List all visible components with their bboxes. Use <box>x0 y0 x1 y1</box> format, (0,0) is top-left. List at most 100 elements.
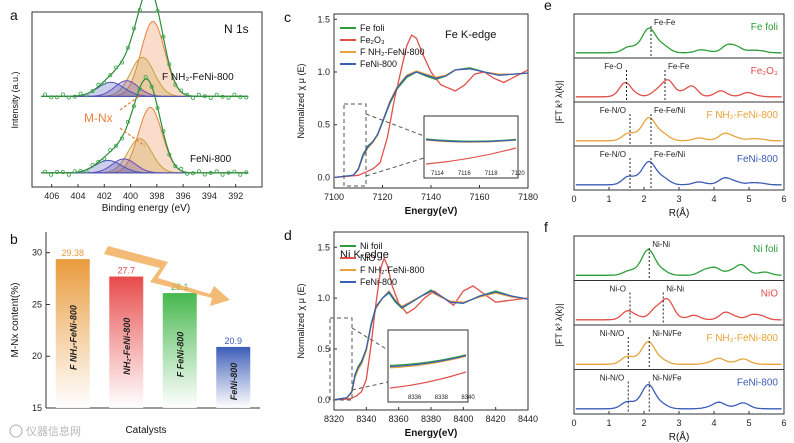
x-tick-label: 5 <box>746 194 751 204</box>
peak-annotation: Fe-Fe <box>668 62 690 71</box>
panel-b-mnx-bar-chart: b 15 20 25 30 M-Nx content(%) Catalysts 29.38 F … <box>10 231 260 436</box>
data-point <box>66 95 71 100</box>
data-point <box>43 169 48 174</box>
subplot-frame <box>573 13 785 59</box>
data-point <box>143 75 148 80</box>
spectrum-label: FeNi-800 <box>190 154 232 165</box>
y-tick-label: 20 <box>32 351 42 361</box>
peak-annotation: Ni-N/O <box>600 329 624 338</box>
bar-category-label: F NH₂-FeNi-800 <box>69 305 79 370</box>
panel-e-fe-ft-exafs: e R(Å) |FT k³ λ(k)| 0 1 2 3 4 5 6 Fe foli Fe-Fe Fe₂O… <box>544 0 787 219</box>
subplot-frame <box>573 145 785 191</box>
x-tick-label: 406 <box>44 191 59 201</box>
series-line <box>333 256 529 401</box>
ft-series-line <box>575 297 782 321</box>
data-point <box>49 172 54 177</box>
data-point <box>238 172 243 177</box>
peak-annotation: Fe-N/O <box>600 106 626 115</box>
bar <box>109 276 144 408</box>
legend-label: NiO <box>360 253 376 263</box>
x-tick-label: 392 <box>228 191 243 201</box>
legend-label: FeNi-800 <box>360 59 397 69</box>
data-point <box>114 143 119 148</box>
y-tick-label: 0.5 <box>317 344 330 354</box>
x-axis-label: R(Å) <box>669 430 690 443</box>
peak-annotation: Fe-N/O <box>600 150 626 159</box>
data-point <box>214 92 219 97</box>
bar <box>216 346 251 408</box>
data-point <box>102 80 107 85</box>
legend-label: F NH₂-FeNi-800 <box>360 265 425 275</box>
data-point <box>149 84 154 89</box>
data-point <box>114 65 119 70</box>
data-point <box>208 96 213 101</box>
subplot-series-label: NiO <box>761 289 778 300</box>
data-point <box>185 92 190 97</box>
ft-series-line <box>575 116 782 142</box>
mnx-arrow-down <box>119 127 146 147</box>
data-point <box>125 119 130 124</box>
subplot-series-label: Ni foli <box>753 244 778 255</box>
x-tick-label: 8380 <box>421 414 441 424</box>
subplot-series-label: F NH₂-FeNi-800 <box>706 333 778 344</box>
data-point <box>49 95 54 100</box>
data-point <box>66 172 71 177</box>
data-point <box>60 92 65 97</box>
subplot-series-label: F NH₂-FeNi-800 <box>706 110 778 121</box>
data-point <box>196 169 201 174</box>
inset-tick-label: 7114 <box>431 171 445 177</box>
x-axis-label: R(Å) <box>669 206 690 219</box>
x-tick-label: 404 <box>70 191 85 201</box>
subplot-series-label: FeNi-800 <box>737 154 779 165</box>
x-tick-label: 8420 <box>486 414 506 424</box>
x-tick-label: 400 <box>123 191 138 201</box>
x-tick-label: 7120 <box>372 192 392 202</box>
data-point <box>202 172 207 177</box>
chart-title: Fe K-edge <box>445 29 496 41</box>
spectrum-label: F NH₂-FeNi-800 <box>162 72 234 83</box>
inset-series-line <box>389 371 467 389</box>
y-axis-label: Intensity (a.u.) <box>10 71 20 128</box>
data-point <box>137 7 142 12</box>
peak-annotation: Fe-Fe/Ni <box>654 150 685 159</box>
x-tick-label: 2 <box>641 194 646 204</box>
series-line <box>333 290 529 401</box>
zoom-connector <box>351 327 389 351</box>
y-tick-label: 15 <box>32 403 42 413</box>
ft-series-line <box>575 79 782 98</box>
data-point <box>137 87 142 92</box>
legend-label: F NH₂-FeNi-800 <box>360 47 425 57</box>
plot-frame <box>31 11 263 188</box>
data-point <box>131 104 136 109</box>
peak-annotation: Fe-Fe/Ni <box>654 106 685 115</box>
bar <box>162 293 197 408</box>
y-axis-label: Normalized χ μ (E) <box>296 284 306 359</box>
data-point <box>155 8 160 13</box>
data-point <box>60 170 65 175</box>
x-tick-label: 398 <box>149 191 164 201</box>
data-point <box>220 94 225 99</box>
panel-letter: e <box>544 0 552 13</box>
subplot-series-label: Fe₂O₃ <box>751 66 778 77</box>
watermark: 仪器信息网 <box>9 424 81 438</box>
data-point <box>179 166 184 171</box>
legend-label: FeNi-800 <box>360 277 397 287</box>
inset-tick-label: 7118 <box>485 171 499 177</box>
data-point <box>108 73 113 78</box>
ft-series-line <box>575 160 782 186</box>
data-point <box>55 169 60 174</box>
trend-arrow-icon <box>104 246 230 306</box>
x-tick-label: 7140 <box>421 192 441 202</box>
data-point <box>232 169 237 174</box>
y-tick-label: 1.5 <box>317 242 330 252</box>
zoom-region-box <box>343 103 367 187</box>
x-tick-label: 6 <box>781 418 786 428</box>
x-tick-label: 394 <box>202 191 217 201</box>
y-axis-label: |FT k³ λ(k)| <box>554 80 564 123</box>
ft-series-line <box>575 27 782 54</box>
series-line <box>333 68 529 179</box>
y-axis-label: Normalized χ μ (E) <box>296 64 306 139</box>
panel-c-fe-k-edge: c Fe K-edge Energy(eV) Normalized χ μ (E) 71… <box>284 9 538 217</box>
ft-series-line <box>575 383 782 410</box>
